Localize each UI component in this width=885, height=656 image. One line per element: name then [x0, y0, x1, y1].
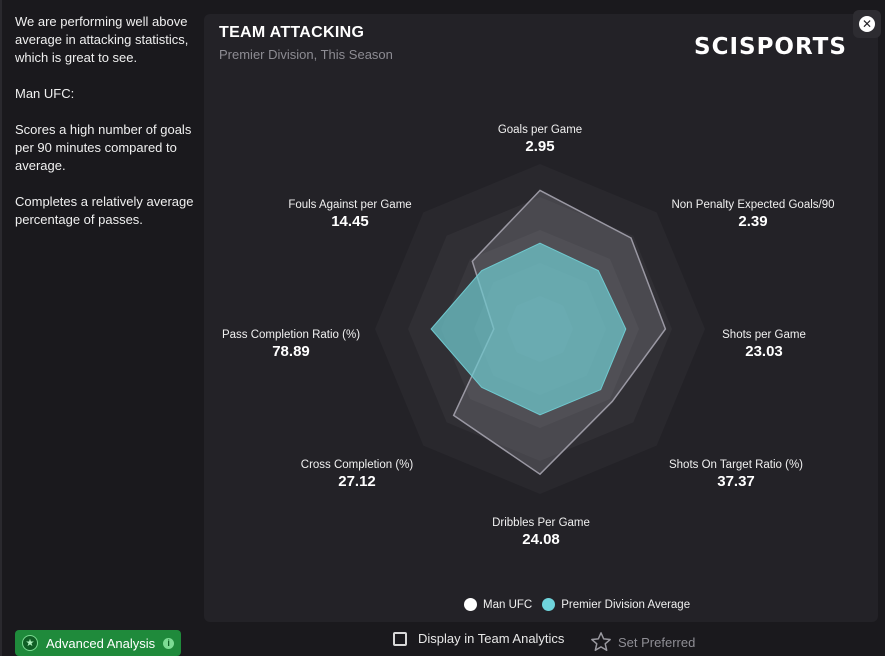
metric-value: 14.45 [331, 213, 369, 230]
summary-paragraph: We are performing well above average in … [15, 14, 189, 65]
display-in-team-analytics-toggle[interactable]: Display in Team Analytics [393, 631, 564, 646]
summary-paragraph: Man UFC: [15, 86, 75, 101]
metric-value: 24.08 [522, 531, 560, 548]
metric-shots-on-target: Shots On Target Ratio (%) 37.37 [669, 459, 803, 490]
set-preferred-label: Set Preferred [618, 634, 696, 650]
metric-value: 37.37 [717, 473, 755, 490]
display-checkbox[interactable] [393, 631, 407, 646]
legend-team: Man UFC [464, 598, 532, 611]
chart-legend: Man UFC Premier Division Average [464, 598, 700, 611]
metric-label: Shots On Target Ratio (%) [668, 459, 804, 471]
metric-fouls-against: Fouls Against per Game 14.45 [288, 199, 411, 230]
close-button[interactable]: ✕ [853, 10, 881, 38]
metric-label: Goals per Game [497, 124, 583, 136]
left-panel: We are performing well above average in … [0, 0, 200, 656]
team-attacking-card: TEAM ATTACKING Premier Division, This Se… [204, 14, 878, 622]
metric-value: 2.95 [525, 138, 555, 155]
metric-value: 27.12 [338, 473, 376, 490]
star-icon [591, 632, 611, 651]
metric-label: Dribbles Per Game [492, 517, 590, 529]
scisports-logo: SCISPORTS [694, 34, 847, 60]
metric-dribbles: Dribbles Per Game 24.08 [492, 517, 590, 548]
metric-shots-per-game: Shots per Game 23.03 [722, 329, 806, 360]
metric-pass-completion: Pass Completion Ratio (%) 78.89 [222, 329, 360, 360]
metric-label: Pass Completion Ratio (%) [221, 329, 361, 341]
metric-label: Non Penalty Expected Goals/90 [671, 199, 835, 211]
card-subtitle: Premier Division, This Season [219, 47, 393, 62]
summary-paragraph: Scores a high number of goals per 90 min… [15, 122, 192, 173]
metric-goals-per-game: Goals per Game 2.95 [498, 124, 582, 155]
info-icon[interactable]: i [163, 637, 175, 649]
panel-divider [0, 0, 2, 656]
metric-value: 2.39 [738, 213, 768, 230]
advanced-analysis-label: Advanced Analysis [46, 635, 156, 651]
metric-label: Shots per Game [722, 329, 806, 341]
metric-npxg: Non Penalty Expected Goals/90 2.39 [671, 199, 834, 230]
card-title: TEAM ATTACKING [219, 24, 365, 41]
legend-team-dot [464, 598, 477, 611]
legend-average: Premier Division Average [542, 598, 690, 611]
radar-chart [375, 164, 705, 494]
set-preferred-button[interactable]: Set Preferred [590, 631, 695, 653]
metric-label: Cross Completion (%) [300, 459, 414, 471]
metric-cross-completion: Cross Completion (%) 27.12 [301, 459, 413, 490]
analysis-icon: ★ [22, 635, 38, 651]
close-icon: ✕ [859, 16, 875, 32]
metric-label: Fouls Against per Game [288, 199, 412, 211]
legend-team-label: Man UFC [483, 598, 533, 611]
average-polygon [430, 242, 627, 416]
advanced-analysis-button[interactable]: ★ Advanced Analysis i [15, 630, 181, 656]
legend-average-dot [542, 598, 556, 611]
analysis-summary: We are performing well above average in … [15, 13, 197, 247]
legend-average-label: Premier Division Average [561, 598, 691, 611]
metric-value: 23.03 [745, 343, 783, 360]
display-label: Display in Team Analytics [418, 631, 565, 646]
summary-paragraph: Completes a relatively average percentag… [15, 194, 194, 227]
metric-value: 78.89 [272, 343, 310, 360]
